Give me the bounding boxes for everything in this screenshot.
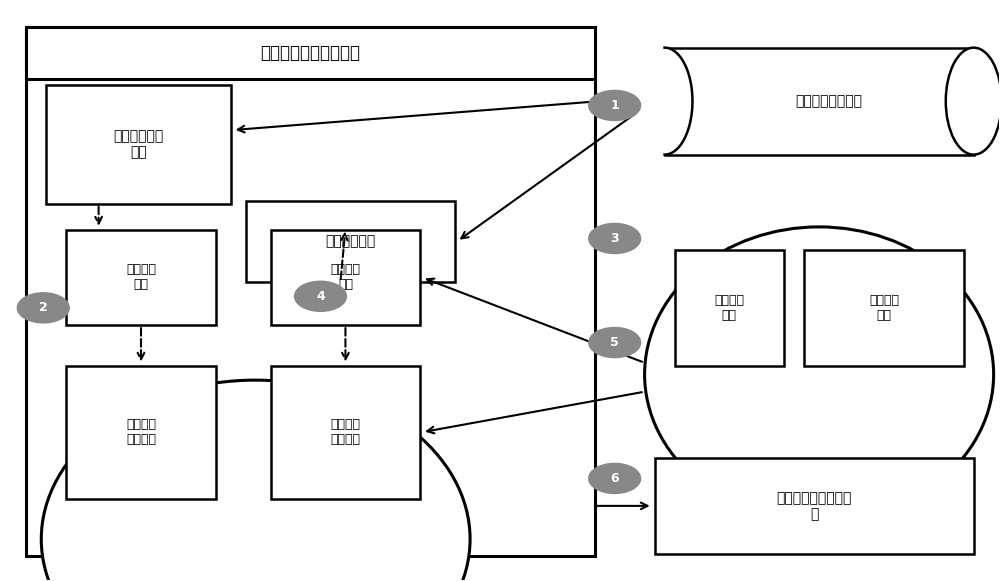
Text: 5: 5 [610, 336, 619, 349]
Text: 多物理场
仿真: 多物理场 仿真 [330, 264, 360, 292]
Ellipse shape [41, 380, 470, 581]
Text: 6: 6 [610, 472, 619, 485]
Text: 2: 2 [39, 302, 48, 314]
Circle shape [589, 91, 641, 120]
FancyBboxPatch shape [46, 85, 231, 204]
Text: 多场仿侦模型: 多场仿侦模型 [325, 234, 376, 248]
Circle shape [589, 464, 641, 493]
FancyBboxPatch shape [665, 48, 974, 155]
FancyBboxPatch shape [271, 230, 420, 325]
Text: 数字孪生仿真软件装置: 数字孪生仿真软件装置 [261, 44, 361, 62]
Text: 数字孪生多维信息展
示: 数字孪生多维信息展 示 [776, 491, 852, 521]
FancyBboxPatch shape [804, 250, 964, 365]
Text: 电柜设备基础数据: 电柜设备基础数据 [796, 94, 863, 108]
FancyBboxPatch shape [271, 365, 420, 498]
Text: 1: 1 [610, 99, 619, 112]
FancyBboxPatch shape [66, 230, 216, 325]
Text: 3: 3 [610, 232, 619, 245]
Circle shape [589, 328, 641, 357]
FancyBboxPatch shape [675, 250, 784, 365]
FancyBboxPatch shape [66, 365, 216, 498]
Text: 电力设备结构
模型: 电力设备结构 模型 [113, 130, 164, 160]
Ellipse shape [946, 48, 1000, 155]
FancyBboxPatch shape [246, 201, 455, 282]
FancyBboxPatch shape [26, 27, 595, 80]
Text: 单物理场
参数反演: 单物理场 参数反演 [126, 418, 156, 446]
Ellipse shape [645, 227, 994, 522]
Text: 历史运行
轨迹: 历史运行 轨迹 [869, 294, 899, 322]
FancyBboxPatch shape [655, 458, 974, 554]
Text: 单物理场
仿真: 单物理场 仿真 [126, 264, 156, 292]
Text: 外部可观
参数: 外部可观 参数 [714, 294, 744, 322]
Ellipse shape [637, 48, 692, 155]
Circle shape [589, 224, 641, 253]
FancyBboxPatch shape [26, 27, 595, 557]
Text: 4: 4 [316, 290, 325, 303]
Circle shape [17, 293, 69, 323]
Circle shape [295, 281, 346, 311]
Text: 多物理场
参数反演: 多物理场 参数反演 [330, 418, 360, 446]
